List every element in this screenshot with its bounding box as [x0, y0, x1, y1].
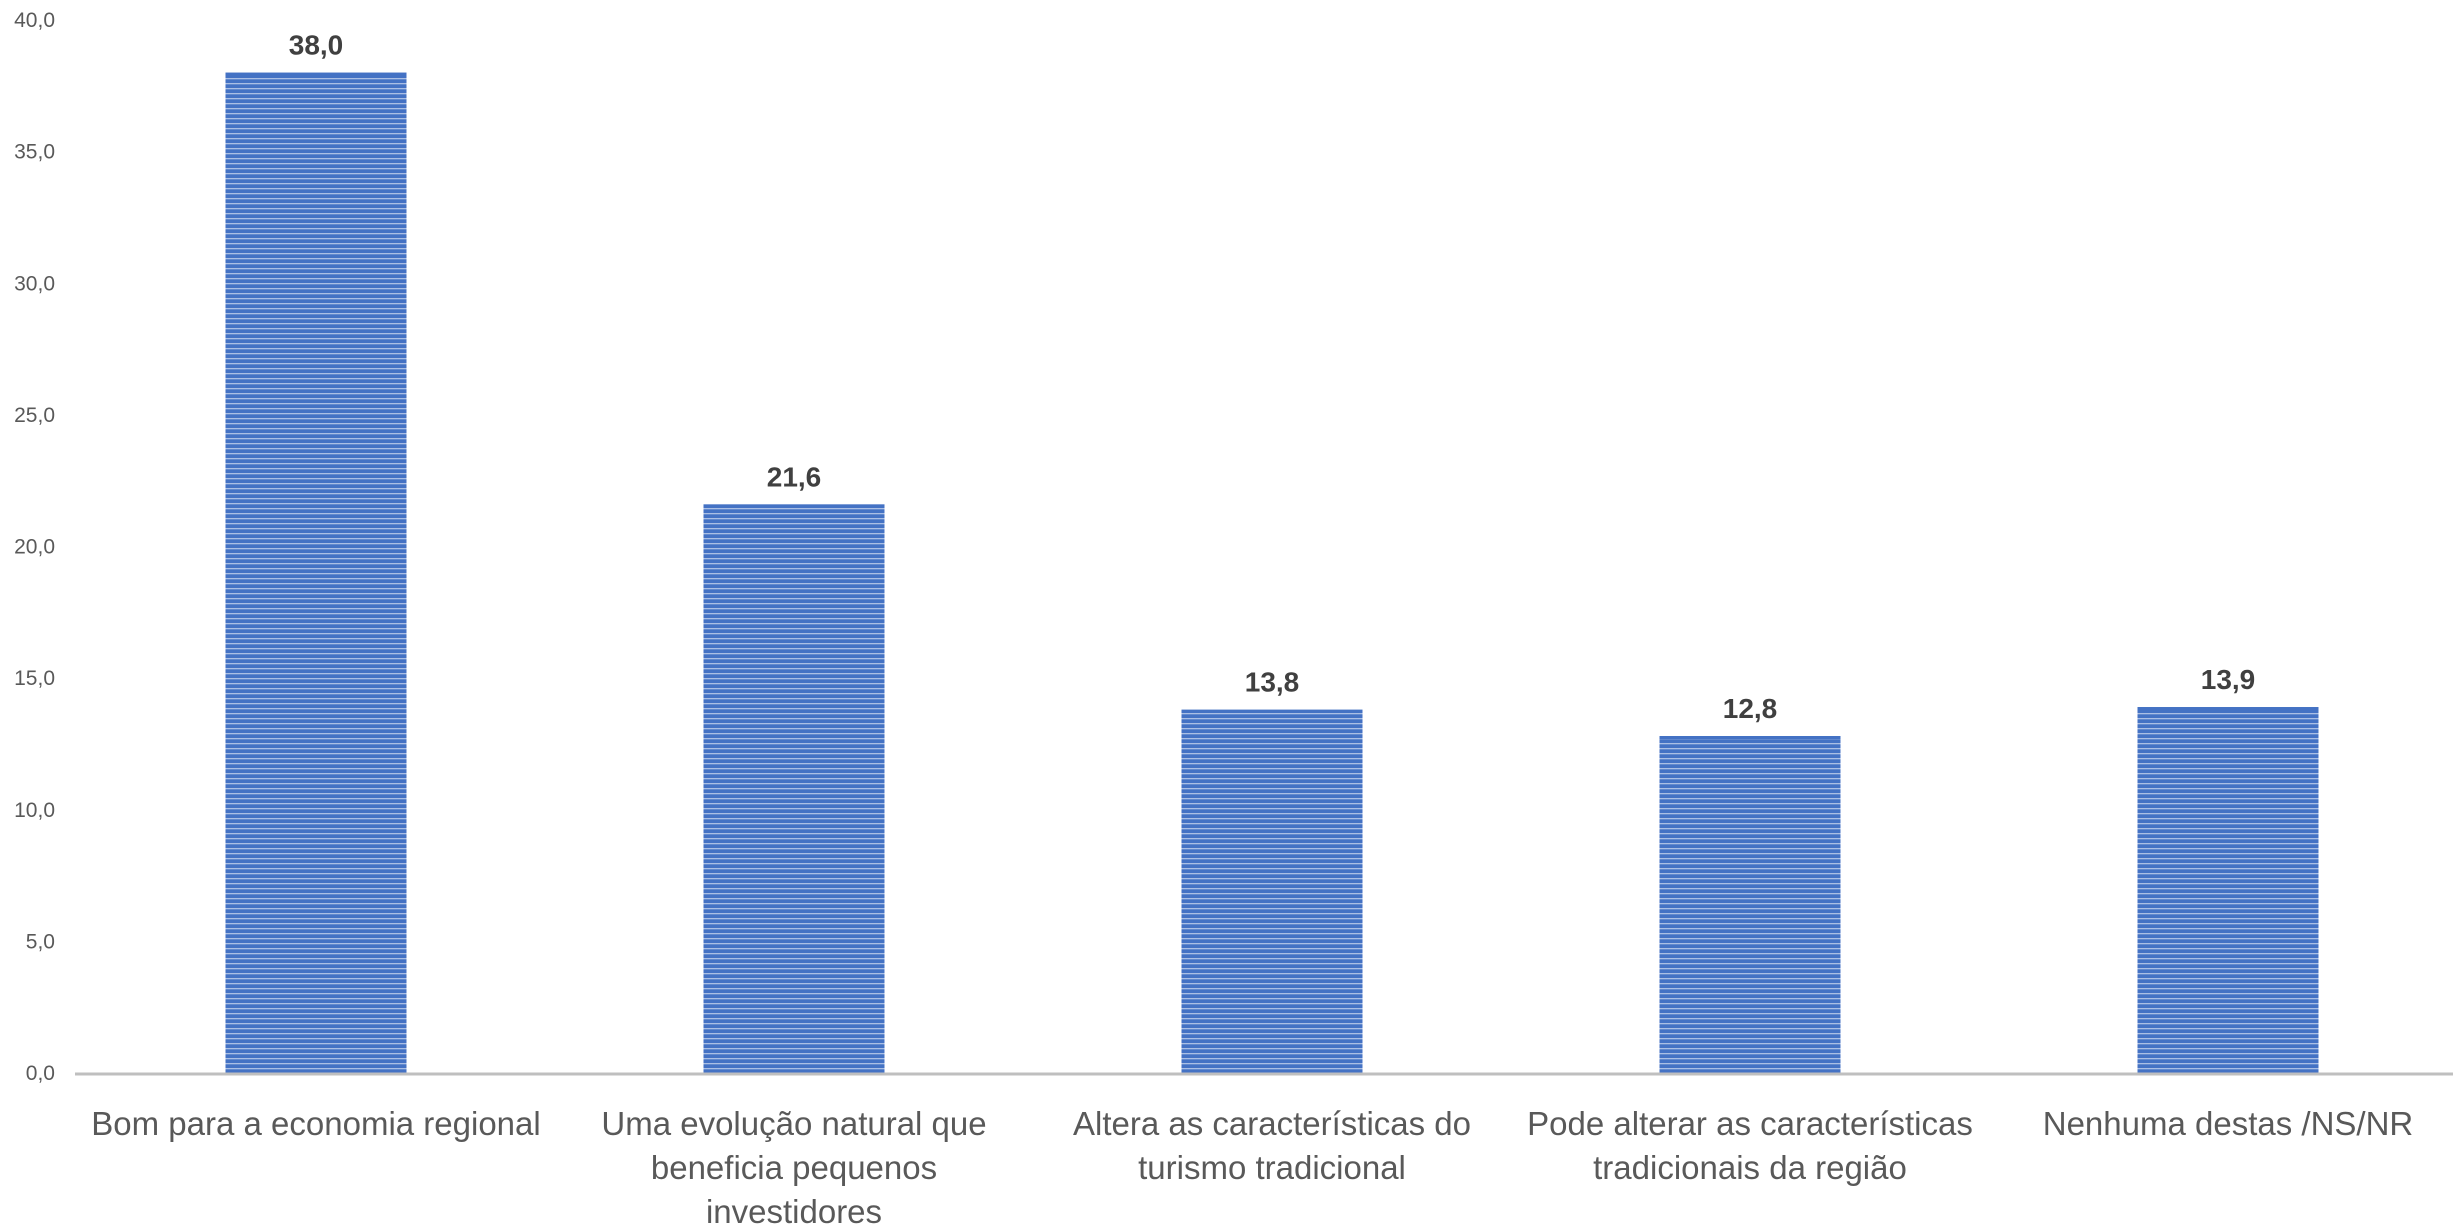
y-tick-label: 30,0 [14, 272, 55, 295]
category-label-line: tradicionais da região [1593, 1149, 1907, 1186]
bar-top-edge [225, 72, 407, 76]
bar [703, 504, 885, 1073]
y-tick-label: 0,0 [26, 1062, 55, 1085]
data-label: 13,8 [1245, 667, 1300, 698]
category-label: Nenhuma destas /NS/NR [2043, 1105, 2414, 1142]
data-label: 38,0 [289, 30, 344, 61]
category-label: Uma evolução natural que beneficia pequen… [601, 1105, 986, 1227]
data-label: 13,9 [2201, 664, 2256, 695]
bar-top-edge [2137, 707, 2319, 711]
category-label: Altera as características do turismo trad… [1073, 1105, 1471, 1186]
category-label-line: Nenhuma destas /NS/NR [2043, 1105, 2414, 1142]
y-axis-tick-labels: 0,0 5,0 10,0 15,0 20,0 25,0 30,0 35,0 40,0 [14, 9, 55, 1085]
bar [1659, 736, 1841, 1073]
bar [1181, 709, 1363, 1073]
category-label-line: Pode alterar as características [1527, 1105, 1973, 1142]
bar-top-edge [1181, 709, 1363, 713]
y-tick-label: 20,0 [14, 536, 55, 559]
category-labels: Bom para a economia regional Uma evolução… [91, 1105, 2413, 1227]
bar-top-edge [703, 504, 885, 508]
data-label: 21,6 [767, 461, 822, 492]
data-labels: 38,0 21,6 13,8 12,8 13,9 [289, 30, 2256, 724]
category-label-line: Altera as características do [1073, 1105, 1471, 1142]
bar-top-edge [1659, 736, 1841, 740]
category-label-line: investidores [706, 1193, 882, 1227]
category-label-line: Uma evolução natural que [601, 1105, 986, 1142]
y-tick-label: 40,0 [14, 9, 55, 32]
y-tick-label: 10,0 [14, 799, 55, 822]
category-label: Pode alterar as características tradicion… [1527, 1105, 1973, 1186]
category-label-line: beneficia pequenos [651, 1149, 937, 1186]
y-tick-label: 25,0 [14, 404, 55, 427]
bar [2137, 707, 2319, 1073]
category-label-line: turismo tradicional [1138, 1149, 1406, 1186]
y-tick-label: 5,0 [26, 930, 55, 953]
category-label-line: Bom para a economia regional [91, 1105, 540, 1142]
y-tick-label: 35,0 [14, 141, 55, 164]
data-label: 12,8 [1723, 693, 1778, 724]
bar [225, 72, 407, 1073]
bars [225, 72, 2319, 1073]
category-label: Bom para a economia regional [91, 1105, 540, 1142]
y-tick-label: 15,0 [14, 667, 55, 690]
